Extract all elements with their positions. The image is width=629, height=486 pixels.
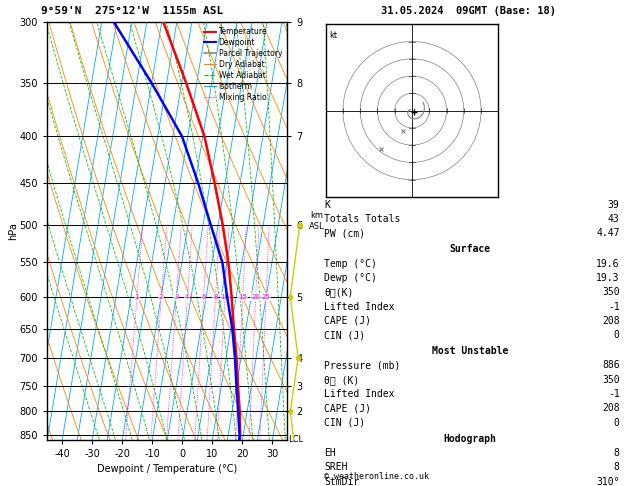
Text: 886: 886 [602,361,620,370]
Text: 8: 8 [614,448,620,458]
Text: 8: 8 [213,294,218,300]
Text: 0: 0 [614,330,620,340]
Text: θᴇ(K): θᴇ(K) [324,287,353,297]
Text: 4.47: 4.47 [596,228,620,239]
Text: -1: -1 [608,389,620,399]
Text: 19.6: 19.6 [596,259,620,269]
Text: Lifted Index: Lifted Index [324,301,394,312]
Text: kt: kt [329,31,337,40]
Text: 43: 43 [608,214,620,224]
Y-axis label: km
ASL: km ASL [309,211,325,231]
Text: Temp (°C): Temp (°C) [324,259,377,269]
X-axis label: Dewpoint / Temperature (°C): Dewpoint / Temperature (°C) [97,465,237,474]
Text: 208: 208 [602,316,620,326]
Text: © weatheronline.co.uk: © weatheronline.co.uk [324,472,429,481]
Text: CAPE (J): CAPE (J) [324,316,371,326]
Text: 6: 6 [201,294,206,300]
Text: EH: EH [324,448,336,458]
Text: 2: 2 [159,294,164,300]
Text: 350: 350 [602,375,620,385]
Text: Totals Totals: Totals Totals [324,214,400,224]
Text: 310°: 310° [596,476,620,486]
Text: 19.3: 19.3 [596,273,620,283]
Text: 0: 0 [614,418,620,428]
Text: CIN (J): CIN (J) [324,418,365,428]
Text: 15: 15 [238,294,247,300]
Text: Dewp (°C): Dewp (°C) [324,273,377,283]
Text: CAPE (J): CAPE (J) [324,403,371,414]
Text: 31.05.2024  09GMT (Base: 18): 31.05.2024 09GMT (Base: 18) [381,6,556,16]
Text: 350: 350 [602,287,620,297]
Text: SREH: SREH [324,462,347,472]
Text: 20: 20 [251,294,260,300]
Text: LCL: LCL [288,435,303,444]
Text: 3: 3 [174,294,179,300]
Text: 8: 8 [614,462,620,472]
Text: Hodograph: Hodograph [443,434,497,444]
Text: StmDir: StmDir [324,476,359,486]
Text: 4: 4 [185,294,189,300]
Text: -1: -1 [608,301,620,312]
Text: Pressure (mb): Pressure (mb) [324,361,400,370]
Y-axis label: hPa: hPa [8,222,18,240]
Text: 25: 25 [262,294,270,300]
Text: Lifted Index: Lifted Index [324,389,394,399]
Text: 10: 10 [220,294,230,300]
Text: 208: 208 [602,403,620,414]
Text: 1: 1 [135,294,139,300]
Legend: Temperature, Dewpoint, Parcel Trajectory, Dry Adiabat, Wet Adiabat, Isotherm, Mi: Temperature, Dewpoint, Parcel Trajectory… [203,26,284,103]
Text: 39: 39 [608,200,620,210]
Text: Most Unstable: Most Unstable [432,346,508,356]
Text: Surface: Surface [450,244,491,254]
Text: 9°59'N  275°12'W  1155m ASL: 9°59'N 275°12'W 1155m ASL [41,6,223,16]
Text: θᴇ (K): θᴇ (K) [324,375,359,385]
Text: K: K [324,200,330,210]
Text: PW (cm): PW (cm) [324,228,365,239]
Text: CIN (J): CIN (J) [324,330,365,340]
